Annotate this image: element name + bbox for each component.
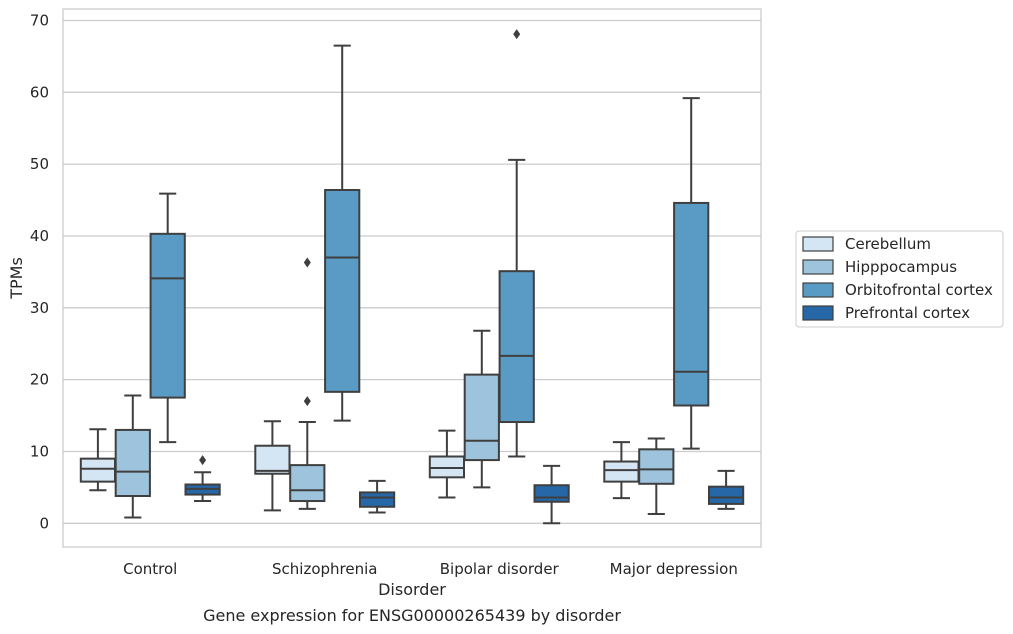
box [533,484,570,503]
x-tick-label: Control [123,560,177,578]
legend-swatch [802,305,834,321]
box [324,189,361,393]
legend-label: Hipppocampus [845,258,957,276]
outlier-point [199,455,207,466]
legend: Cerebellum Hipppocampus Orbitofrontal cort… [795,230,1004,328]
box-group [707,469,745,510]
x-axis-label: Disorder [378,580,446,599]
legend-label: Orbitofrontal cortex [845,281,993,299]
box [463,373,500,462]
box [254,444,291,475]
box [707,485,745,505]
x-axis-ticks: Control Schizophrenia Bipolar disorder Majo… [123,560,738,578]
box-group [533,464,570,525]
box-group [114,394,151,519]
box [603,460,640,483]
x-tick-label: Major depression [610,560,738,578]
y-tick-label: 50 [30,155,49,173]
box [79,457,117,483]
legend-items: Cerebellum Hipppocampus Orbitofrontal cort… [802,235,993,322]
legend-swatch [802,282,834,298]
box-group [184,455,221,503]
box-series [79,29,745,525]
x-tick-label: Bipolar disorder [440,560,560,578]
outlier-point [303,257,311,268]
box [149,232,186,399]
plot-area-frame [62,8,762,548]
x-tick-label: Schizophrenia [272,560,377,578]
legend-label: Cerebellum [845,235,931,253]
box-group [428,429,466,499]
box [498,270,535,424]
box [358,491,396,508]
box-group [254,420,291,512]
legend-swatch [802,236,834,252]
box-group [149,192,186,444]
legend-label: Prefrontal cortex [845,304,970,322]
box-group [289,257,326,510]
box [114,428,151,498]
y-axis-ticks: 0 10 20 30 40 50 60 70 [30,11,49,532]
y-tick-label: 0 [39,514,49,532]
y-tick-label: 40 [30,227,49,245]
y-tick-label: 20 [30,371,49,389]
box [289,464,326,503]
box-group [358,479,396,514]
box-group [603,441,640,500]
box [428,455,466,479]
legend-frame [795,230,1004,328]
y-tick-label: 30 [30,299,49,317]
figure-caption: Gene expression for ENSG00000265439 by d… [203,606,621,625]
y-tick-label: 10 [30,442,49,460]
legend-swatch [802,259,834,275]
box-group [673,97,710,450]
box-group [324,44,361,422]
y-tick-label: 70 [30,11,49,29]
outlier-point [303,396,311,407]
box [638,448,675,485]
box-group [638,437,675,515]
y-axis-label: TPMs [7,257,26,300]
box-group [463,329,500,489]
box-group [79,428,117,492]
box-group [498,29,535,458]
box [673,201,710,407]
outlier-point [513,29,521,40]
y-tick-label: 60 [30,83,49,101]
